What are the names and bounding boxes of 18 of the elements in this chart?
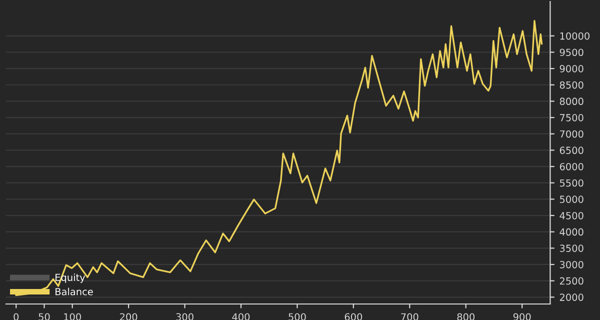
y-tick-label: 3500 <box>560 244 584 252</box>
y-tick-label: 6000 <box>560 162 584 170</box>
y-tick-label: 8500 <box>560 81 584 89</box>
y-tick-label: 7000 <box>560 130 584 138</box>
y-tick-label: 7500 <box>560 114 584 122</box>
y-tick-label: 2500 <box>560 277 584 285</box>
y-tick-label: 9500 <box>560 48 584 56</box>
y-tick-label: 10000 <box>560 32 590 40</box>
y-tick-label: 5500 <box>560 179 584 187</box>
y-tick-label: 9000 <box>560 65 584 72</box>
y-tick-label: 4000 <box>560 228 584 236</box>
y-tick-label: 2000 <box>560 294 584 301</box>
y-tick-label: 5000 <box>560 196 584 204</box>
y-tick-label: 8000 <box>560 98 584 106</box>
y-tick-label: 4500 <box>560 212 584 220</box>
legend-label: Balance <box>56 288 93 296</box>
y-tick-label: 6500 <box>560 146 584 154</box>
y-tick-label: 3000 <box>560 260 584 268</box>
